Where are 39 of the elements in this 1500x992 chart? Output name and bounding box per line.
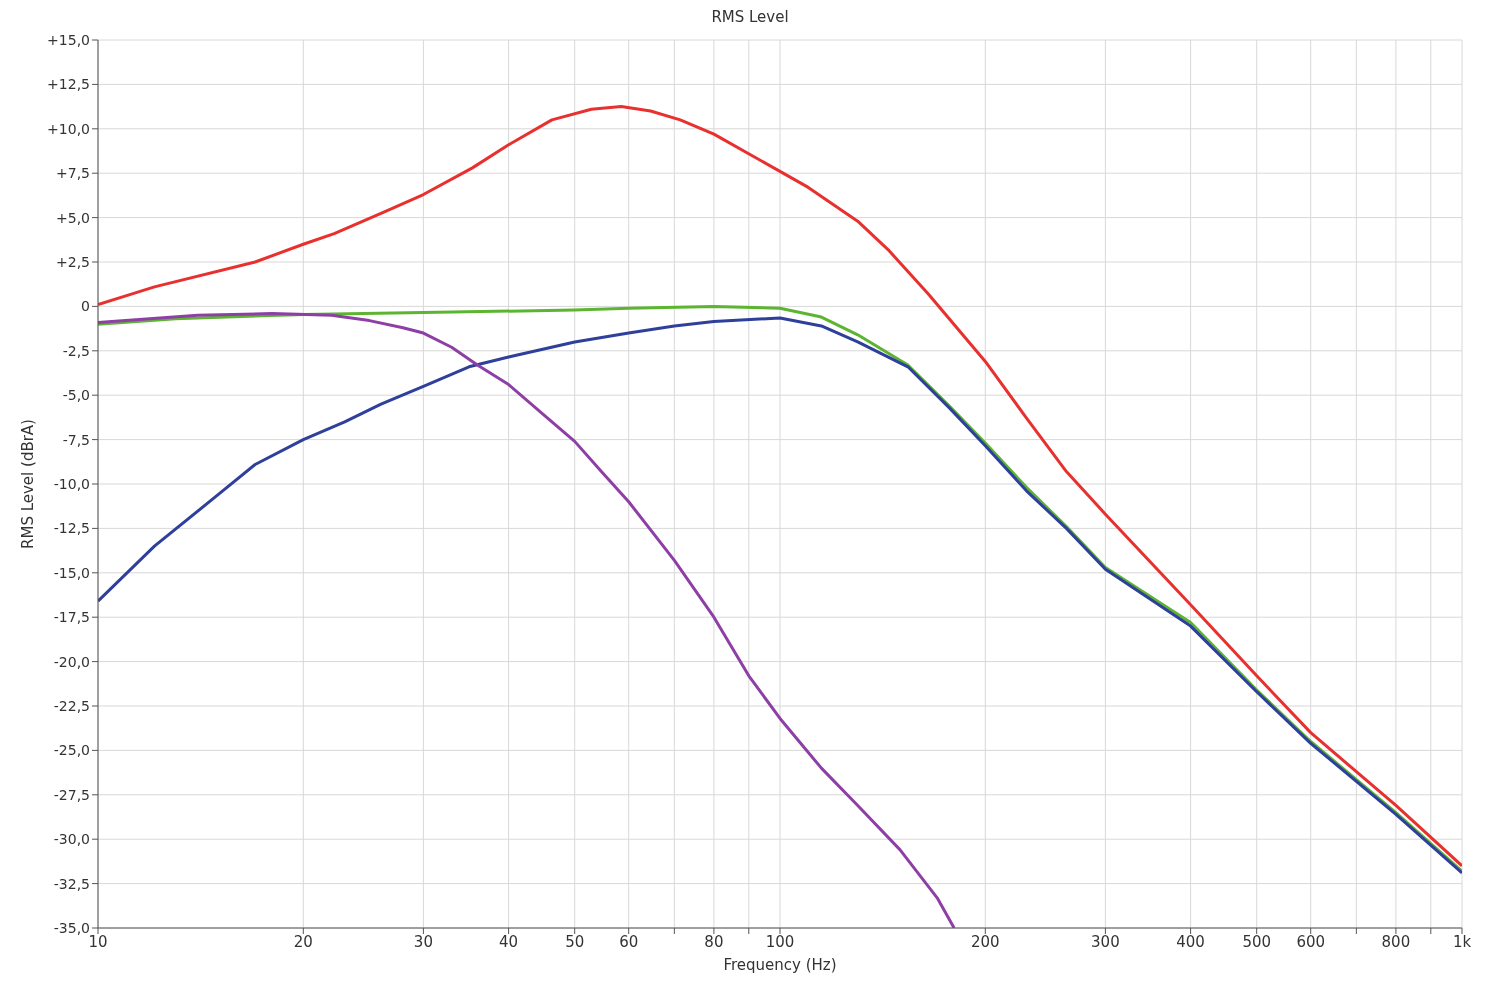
x-axis-title: Frequency (Hz) bbox=[723, 956, 837, 974]
x-tick-label: 200 bbox=[970, 932, 1000, 951]
y-tick-label: -20,0 bbox=[53, 653, 90, 670]
y-tick-label: 0 bbox=[81, 298, 90, 315]
x-tick-label: 50 bbox=[565, 932, 585, 951]
y-tick-label: +10,0 bbox=[47, 120, 90, 137]
chart-title: RMS Level bbox=[710, 8, 790, 28]
y-tick-label: -17,5 bbox=[53, 609, 90, 626]
y-tick-label: -2,5 bbox=[62, 342, 90, 359]
y-tick-label: +12,5 bbox=[47, 76, 90, 93]
y-axis-title: RMS Level (dBrA) bbox=[19, 419, 38, 549]
x-tick-label: 1k bbox=[1452, 932, 1472, 951]
x-tick-label: 100 bbox=[765, 932, 795, 951]
x-tick-label: 400 bbox=[1176, 932, 1205, 951]
x-tick-label: 600 bbox=[1296, 932, 1326, 951]
x-tick-label: 30 bbox=[413, 932, 433, 951]
y-tick-label: -32,5 bbox=[53, 875, 90, 892]
y-tick-label: -30,0 bbox=[53, 831, 90, 848]
x-tick-label: 500 bbox=[1242, 932, 1272, 951]
y-tick-label: -10,0 bbox=[53, 475, 90, 492]
y-tick-label: -5,0 bbox=[62, 387, 90, 404]
y-tick-label: +7,5 bbox=[56, 165, 90, 182]
x-tick-label: 300 bbox=[1091, 932, 1120, 951]
x-tick-label: 20 bbox=[293, 932, 313, 951]
y-tick-label: -35,0 bbox=[53, 919, 90, 936]
y-tick-label: -27,5 bbox=[53, 786, 90, 803]
y-tick-label: -7,5 bbox=[62, 431, 90, 448]
y-tick-label: -12,5 bbox=[53, 520, 90, 537]
y-tick-label: +2,5 bbox=[56, 253, 90, 270]
y-tick-label: +15,0 bbox=[47, 31, 90, 48]
x-tick-label: 40 bbox=[499, 932, 519, 951]
y-tick-label: -15,0 bbox=[53, 564, 90, 581]
y-tick-label: +5,0 bbox=[56, 209, 90, 226]
y-tick-label: -25,0 bbox=[53, 742, 90, 759]
x-tick-label: 10 bbox=[88, 932, 108, 951]
y-tick-label: -22,5 bbox=[53, 697, 90, 714]
x-tick-label: 60 bbox=[619, 932, 639, 951]
x-tick-label: 800 bbox=[1381, 932, 1411, 951]
x-tick-label: 80 bbox=[704, 932, 724, 951]
